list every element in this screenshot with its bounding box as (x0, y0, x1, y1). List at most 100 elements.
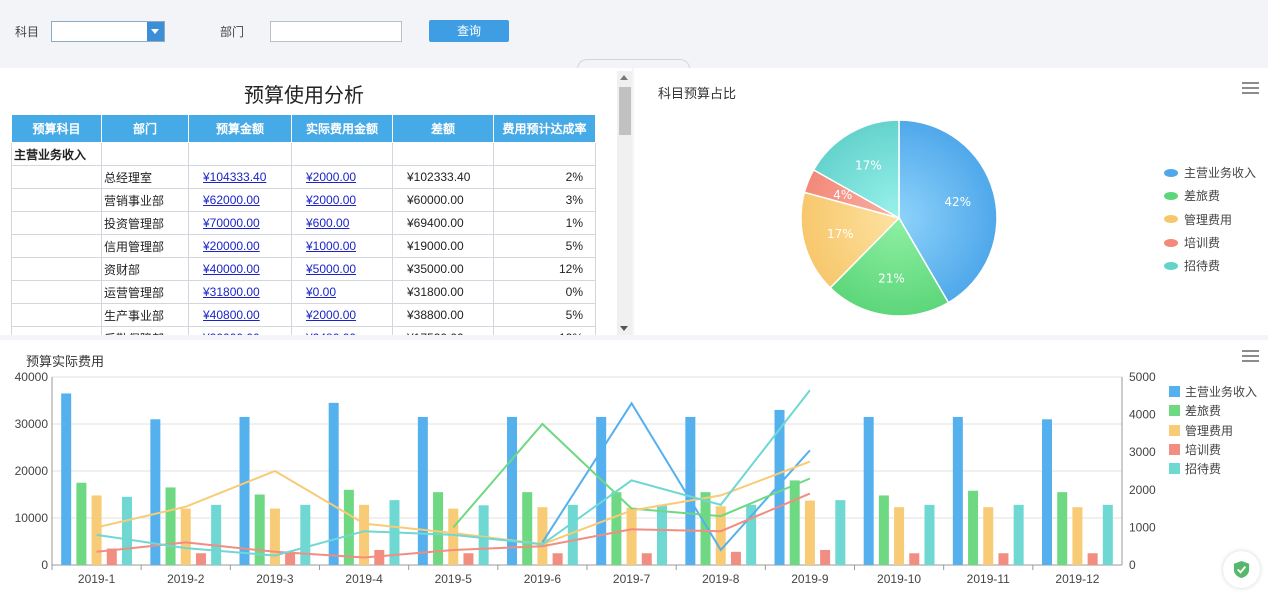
bar[interactable] (998, 553, 1009, 565)
bar[interactable] (730, 551, 741, 565)
menu-icon[interactable] (1242, 350, 1259, 364)
department-input[interactable] (270, 21, 402, 42)
bar-legend-item[interactable]: 招待费 (1169, 459, 1257, 478)
bar-legend-item[interactable]: 管理费用 (1169, 421, 1257, 440)
series-line[interactable] (96, 389, 811, 557)
bar[interactable] (1102, 504, 1113, 565)
table-scrollbar[interactable] (617, 71, 632, 335)
column-header[interactable]: 部门 (101, 114, 189, 143)
budget-amount-link[interactable]: ¥20000.00 (188, 326, 292, 335)
bar[interactable] (715, 506, 726, 565)
bar[interactable] (567, 504, 578, 565)
menu-icon[interactable] (1242, 82, 1259, 96)
bar[interactable] (952, 416, 963, 565)
bar[interactable] (894, 507, 905, 565)
bar[interactable] (328, 402, 339, 565)
bar[interactable] (700, 492, 711, 565)
bar[interactable] (433, 492, 444, 565)
pie-legend-item[interactable]: 招待费 (1164, 254, 1256, 277)
bar[interactable] (746, 504, 757, 565)
bar[interactable] (463, 553, 474, 565)
bar[interactable] (522, 492, 533, 565)
series-line[interactable] (96, 492, 811, 559)
budget-amount-link[interactable]: ¥31800.00 (188, 280, 292, 304)
bar[interactable] (983, 507, 994, 565)
bar[interactable] (1057, 492, 1068, 565)
bar[interactable] (878, 495, 889, 565)
pie-legend-item[interactable]: 培训费 (1164, 231, 1256, 254)
scroll-down-icon[interactable] (620, 326, 628, 331)
bar[interactable] (106, 548, 117, 565)
bar[interactable] (537, 507, 548, 565)
bar[interactable] (909, 553, 920, 565)
bar[interactable] (1087, 553, 1098, 565)
bar[interactable] (924, 504, 935, 565)
bar[interactable] (254, 494, 265, 566)
bar[interactable] (611, 492, 622, 565)
bar[interactable] (285, 551, 296, 565)
bar[interactable] (269, 508, 280, 565)
bar-legend-item[interactable]: 差旅费 (1169, 401, 1257, 420)
actual-amount-link[interactable]: ¥0.00 (291, 280, 393, 304)
column-header[interactable]: 费用预计达成率 (493, 114, 596, 143)
pie-slice[interactable] (829, 216, 950, 317)
bar[interactable] (656, 504, 667, 565)
column-header[interactable]: 实际费用金额 (291, 114, 393, 143)
bar[interactable] (863, 416, 874, 565)
bar[interactable] (596, 416, 607, 565)
actual-amount-link[interactable]: ¥600.00 (291, 211, 393, 235)
bar[interactable] (552, 553, 563, 565)
pie-slice[interactable] (898, 119, 998, 304)
security-badge[interactable] (1223, 551, 1260, 588)
bar[interactable] (1042, 419, 1053, 565)
bar[interactable] (91, 495, 102, 565)
bar[interactable] (448, 508, 459, 565)
actual-amount-link[interactable]: ¥1000.00 (291, 234, 393, 258)
pie-legend-item[interactable]: 管理费用 (1164, 208, 1256, 231)
series-line[interactable] (541, 401, 811, 552)
budget-amount-link[interactable]: ¥40800.00 (188, 303, 292, 327)
bar[interactable] (820, 549, 831, 565)
bar[interactable] (180, 508, 191, 565)
bar[interactable] (150, 419, 161, 565)
bar[interactable] (968, 490, 979, 565)
budget-amount-link[interactable]: ¥62000.00 (188, 188, 292, 212)
bar[interactable] (626, 507, 637, 565)
pie-slice[interactable] (800, 191, 901, 289)
bar[interactable] (300, 504, 311, 565)
series-line[interactable] (96, 460, 811, 546)
bar[interactable] (835, 500, 846, 565)
bar[interactable] (359, 504, 370, 565)
column-header[interactable]: 差额 (392, 114, 494, 143)
actual-amount-link[interactable]: ¥2000.00 (291, 303, 393, 327)
bar[interactable] (685, 416, 696, 565)
bar[interactable] (774, 409, 785, 565)
actual-amount-link[interactable]: ¥2480.00 (291, 326, 393, 335)
bar[interactable] (1072, 507, 1083, 565)
bar[interactable] (76, 482, 87, 565)
query-button[interactable]: 查询 (429, 20, 509, 42)
bar-legend-item[interactable]: 培训费 (1169, 440, 1257, 459)
bar[interactable] (417, 416, 428, 565)
bar[interactable] (343, 489, 354, 565)
column-header[interactable]: 预算金额 (188, 114, 292, 143)
actual-amount-link[interactable]: ¥2000.00 (291, 188, 393, 212)
bar[interactable] (165, 487, 176, 565)
scrollbar-thumb[interactable] (619, 87, 631, 135)
budget-amount-link[interactable]: ¥104333.40 (188, 165, 292, 189)
pie-legend-item[interactable]: 差旅费 (1164, 184, 1256, 207)
series-line[interactable] (452, 422, 811, 529)
bar-legend-item[interactable]: 主营业务收入 (1169, 382, 1257, 401)
bar[interactable] (789, 480, 800, 565)
bar[interactable] (478, 505, 489, 565)
scroll-up-icon[interactable] (620, 75, 628, 80)
bar[interactable] (507, 416, 518, 565)
actual-amount-link[interactable]: ¥2000.00 (291, 165, 393, 189)
bar[interactable] (1013, 504, 1024, 565)
bar[interactable] (195, 553, 206, 565)
bar[interactable] (804, 500, 815, 565)
bar[interactable] (239, 416, 250, 565)
subject-select[interactable] (51, 21, 165, 42)
bar[interactable] (121, 496, 132, 565)
budget-amount-link[interactable]: ¥40000.00 (188, 257, 292, 281)
